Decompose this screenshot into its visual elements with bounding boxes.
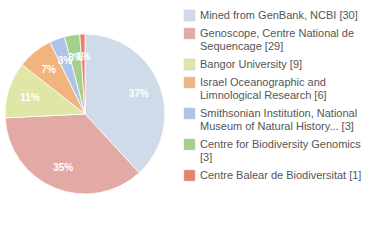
legend-label: Centre for Biodiversity Genomics[3] bbox=[200, 138, 361, 163]
legend-swatch bbox=[184, 170, 195, 181]
legend-swatch bbox=[184, 10, 195, 21]
data-label: 37% bbox=[129, 88, 149, 99]
data-label: 7% bbox=[42, 64, 57, 75]
legend-label: Genoscope, Centre National deSequencage … bbox=[200, 27, 354, 52]
slice bbox=[5, 114, 139, 194]
pie bbox=[5, 34, 165, 194]
legend-swatch bbox=[184, 108, 195, 119]
legend-label: Smithsonian Institution, NationalMuseum … bbox=[200, 107, 357, 132]
data-label: 35% bbox=[53, 162, 73, 173]
legend: Mined from GenBank, NCBI [30] Genoscope, … bbox=[184, 9, 361, 181]
legend-swatch bbox=[184, 139, 195, 150]
slice bbox=[65, 34, 85, 114]
data-labels: 37%35%11%7%3%3%1% bbox=[20, 51, 148, 173]
legend-label: Israel Oceanographic andLimnological Res… bbox=[200, 76, 327, 101]
data-label: 1% bbox=[76, 51, 91, 62]
legend-label: Mined from GenBank, NCBI [30] bbox=[200, 9, 358, 21]
slice bbox=[80, 34, 85, 114]
legend-swatch bbox=[184, 77, 195, 88]
legend-swatch bbox=[184, 28, 195, 39]
legend-swatch bbox=[184, 59, 195, 70]
data-label: 11% bbox=[20, 92, 40, 103]
legend-label: Bangor University [9] bbox=[200, 58, 302, 70]
chart: 37%35%11%7%3%3%1%Mined from GenBank, NCB… bbox=[0, 0, 380, 240]
legend-label: Centre Balear de Biodiversitat [1] bbox=[200, 169, 361, 181]
